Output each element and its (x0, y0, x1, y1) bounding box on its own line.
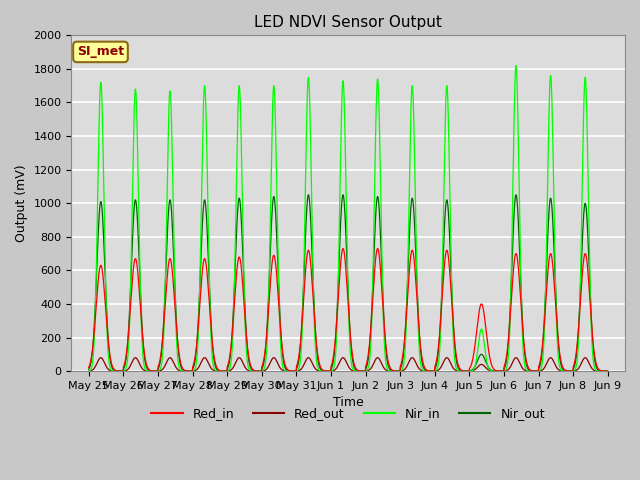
Title: LED NDVI Sensor Output: LED NDVI Sensor Output (254, 15, 442, 30)
Legend: Red_in, Red_out, Nir_in, Nir_out: Red_in, Red_out, Nir_in, Nir_out (147, 402, 550, 425)
Text: SI_met: SI_met (77, 46, 124, 59)
X-axis label: Time: Time (333, 396, 364, 409)
Y-axis label: Output (mV): Output (mV) (15, 165, 28, 242)
